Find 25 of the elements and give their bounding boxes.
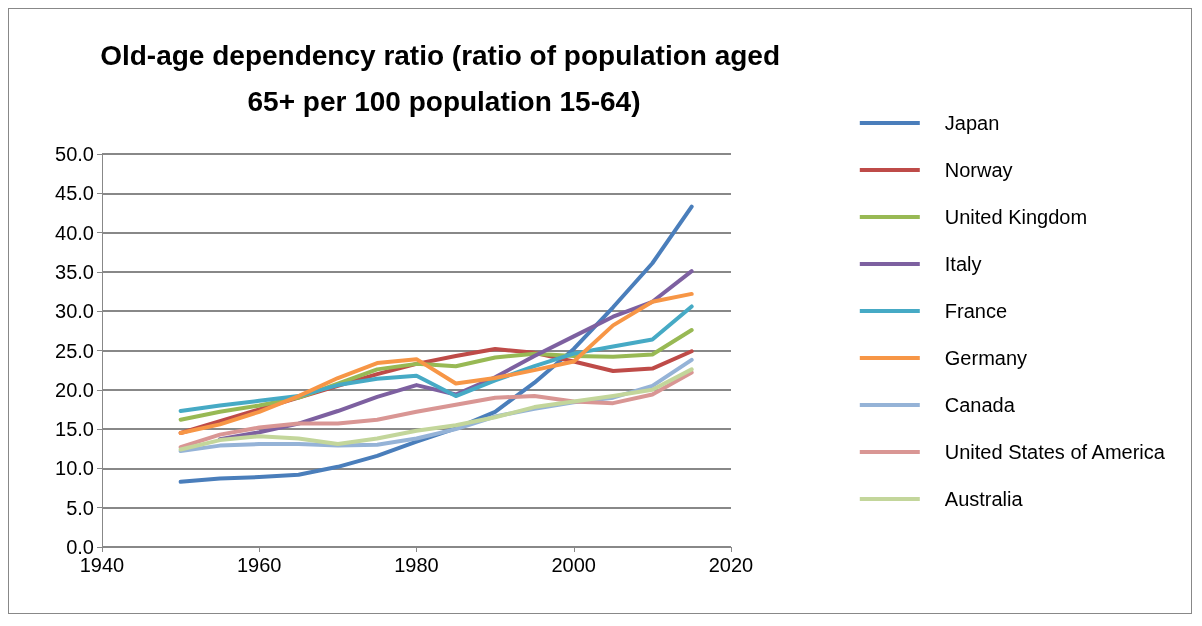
y-tick-label: 10.0 <box>55 457 94 480</box>
y-tick-label: 25.0 <box>55 339 94 362</box>
legend-label: United States of America <box>944 441 1166 463</box>
y-tick-label: 5.0 <box>66 496 94 519</box>
line-series <box>178 291 694 436</box>
legend-label: Italy <box>944 253 982 275</box>
y-tick-label: 15.0 <box>55 418 94 441</box>
legend-label: Australia <box>944 488 1024 510</box>
x-tick-label: 1960 <box>237 554 282 576</box>
x-tick-label: 2000 <box>551 554 596 576</box>
x-tick-label: 2020 <box>708 554 754 576</box>
y-tick-label: 45.0 <box>55 182 94 205</box>
y-tick-label: 50.0 <box>55 143 94 165</box>
x-tick-label: 1980 <box>394 554 439 576</box>
legend-label: Canada <box>944 394 1016 416</box>
legend-label: Japan <box>944 112 1000 134</box>
y-tick-label: 20.0 <box>55 378 94 401</box>
y-tick-label: 35.0 <box>55 260 94 283</box>
legend-label: Germany <box>944 347 1028 369</box>
y-tick-label: 30.0 <box>55 300 94 323</box>
legend-label: Norway <box>944 159 1013 181</box>
y-tick-label: 40.0 <box>55 221 94 244</box>
legend-label: United Kingdom <box>944 206 1088 228</box>
chart-title: Old-age dependency ratio (ratio of population aged 65+ per 100 population 15-64) <box>100 39 788 117</box>
legend-label: France <box>944 300 1008 322</box>
